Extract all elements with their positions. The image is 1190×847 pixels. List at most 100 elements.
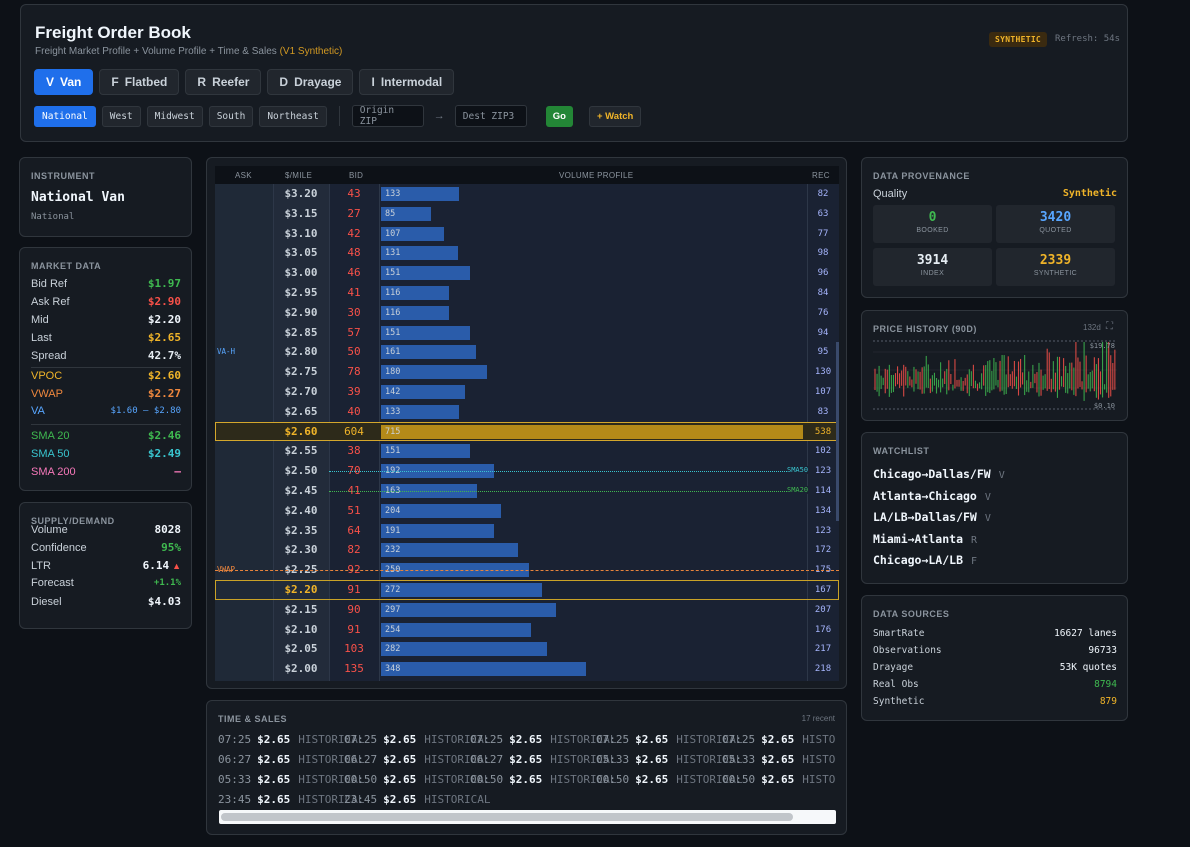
bid-size: 92	[347, 563, 361, 577]
trade-source: HISTORICAL	[424, 753, 491, 766]
book-row[interactable]: $2.25 92 250 175 VWAP	[215, 560, 839, 580]
book-row[interactable]: $3.10 42 107 77	[215, 224, 839, 244]
source-value: 16627 lanes	[1054, 628, 1117, 639]
book-row[interactable]: $2.65 40 133 83	[215, 402, 839, 422]
trade-price: $2.65	[635, 733, 669, 746]
watchlist-item[interactable]: Chicago→Dallas/FW V	[873, 467, 1005, 481]
expand-icon[interactable]: ⛶	[1106, 321, 1113, 332]
rec-value: 84	[817, 288, 829, 298]
dest-zip-input[interactable]: Dest ZIP3	[454, 105, 527, 127]
volume-value: 282	[385, 644, 401, 655]
cell-value: 2339	[1039, 253, 1072, 268]
bid-size: 43	[347, 187, 361, 200]
bid-size: 82	[347, 543, 361, 557]
data-row: Spread 42.7%	[31, 349, 181, 362]
book-row[interactable]: $3.00 46 151 96	[215, 263, 839, 283]
mode-tab-flatbed[interactable]: F Flatbed	[99, 69, 180, 95]
book-row[interactable]: $2.35 64 191 123	[215, 521, 839, 541]
price-level: $2.15	[284, 602, 318, 616]
order-book-ladder[interactable]: ASK $/MILE BID VOLUME PROFILE REC $3.20 4…	[215, 166, 839, 681]
book-row[interactable]: $3.15 27 85 63	[215, 204, 839, 224]
watchlist-item[interactable]: Miami→Atlanta R	[873, 532, 977, 546]
book-row[interactable]: $2.80 50 161 95 VA-H	[215, 342, 839, 362]
source-label: SmartRate	[873, 628, 925, 639]
trade-source: HISTORICAL	[298, 753, 365, 766]
region-tab-west[interactable]: West	[101, 105, 141, 127]
region-tab-midwest[interactable]: Midwest	[146, 105, 203, 127]
source-value: 96733	[1088, 645, 1117, 656]
trade-time: 00:50	[596, 773, 630, 786]
volume-value: 151	[385, 446, 401, 457]
book-row[interactable]: $2.70 39 142 107	[215, 382, 839, 402]
source-row: Synthetic 879	[873, 696, 1117, 707]
volume-bar	[381, 345, 477, 360]
mode-tabs: V Van F Flatbed R Reefer D Drayage I Intermodal	[34, 69, 455, 95]
book-row[interactable]: $2.05 103 282 217	[215, 639, 839, 659]
trade-price: $2.65	[761, 773, 795, 786]
region-tab-national[interactable]: National	[34, 105, 96, 127]
section-title: DATA SOURCES	[873, 609, 950, 619]
region-tab-south[interactable]: South	[208, 105, 254, 127]
book-row[interactable]: $2.30 82 232 172	[215, 540, 839, 560]
add-watch-button[interactable]: + Watch	[589, 105, 642, 127]
mode-tab-drayage[interactable]: D Drayage	[267, 69, 354, 95]
origin-zip-input[interactable]: Origin ZIP	[351, 105, 424, 127]
row-label: Confidence	[31, 541, 87, 554]
instrument-panel: INSTRUMENT National Van National	[19, 157, 192, 237]
bid-size: 135	[344, 662, 364, 676]
vwap-marker: VWAP	[217, 565, 236, 575]
mode-label: Reefer	[212, 75, 250, 89]
book-row[interactable]: $2.60 604 715 538	[215, 421, 839, 442]
watchlist-item[interactable]: Chicago→LA/LB F	[873, 553, 977, 567]
book-row[interactable]: $2.55 38 151 102	[215, 441, 839, 461]
watchlist-item[interactable]: LA/LB→Dallas/FW V	[873, 510, 991, 524]
volume-bar	[381, 662, 587, 677]
book-row[interactable]: $2.15 90 297 207	[215, 600, 839, 620]
book-row[interactable]: $2.85 57 151 94	[215, 323, 839, 343]
refresh-status: Refresh: 54s	[1055, 34, 1121, 44]
book-row[interactable]: $3.05 48 131 98	[215, 243, 839, 263]
sma-line	[329, 471, 799, 473]
source-row: Observations 96733	[873, 645, 1117, 656]
book-row[interactable]: $2.10 91 254 176	[215, 620, 839, 640]
price-level: $2.95	[284, 286, 318, 299]
row-label: Last	[31, 331, 52, 344]
go-button[interactable]: Go	[545, 105, 573, 127]
bid-size: 51	[347, 503, 361, 517]
trade-source: HISTORICAL	[424, 773, 491, 786]
book-row[interactable]: $3.20 43 133 82	[215, 184, 839, 204]
row-label: Spread	[31, 349, 67, 362]
region-tabs: National West Midwest South Northeast	[34, 105, 327, 127]
rec-value: 76	[817, 307, 829, 318]
book-row[interactable]: $2.95 41 116 84	[215, 283, 839, 303]
book-row[interactable]: $2.75 78 180 130	[215, 362, 839, 382]
mode-tab-intermodal[interactable]: I Intermodal	[359, 69, 455, 95]
watchlist-item[interactable]: Atlanta→Chicago V	[873, 489, 991, 503]
book-row[interactable]: $2.45 41 163 114 SMA20	[215, 481, 839, 501]
trade-count: 17 recent	[801, 714, 835, 723]
scrollbar-thumb[interactable]	[221, 813, 793, 821]
row-label: Ask Ref	[31, 295, 70, 308]
quality-value: Synthetic	[1062, 188, 1117, 199]
book-row[interactable]: $2.00 135 348 218	[215, 659, 839, 679]
mode-tab-reefer[interactable]: R Reefer	[185, 69, 262, 95]
region-tab-northeast[interactable]: Northeast	[259, 105, 327, 127]
book-row[interactable]: $2.90 30 116 76	[215, 303, 839, 323]
price-level: $2.40	[284, 503, 318, 517]
price-level: $3.20	[284, 187, 318, 200]
row-label: VWAP	[31, 387, 63, 400]
book-row[interactable]: $2.50 70 192 123 SMA50	[215, 461, 839, 481]
volume-bar	[381, 385, 465, 399]
trade-row: 07:25 $2.65 HISTORICAL	[596, 733, 742, 746]
col-rec: REC	[812, 171, 830, 180]
horizontal-scrollbar[interactable]	[219, 810, 836, 824]
lane-mode: R	[971, 534, 978, 546]
trade-price: $2.65	[257, 793, 291, 806]
book-row[interactable]: $2.20 91 272 167	[215, 580, 839, 600]
row-label: Forecast	[31, 577, 74, 589]
book-row[interactable]: $2.40 51 204 134	[215, 501, 839, 521]
volume-value: 161	[385, 347, 401, 358]
sma-line	[329, 491, 799, 492]
mode-tab-van[interactable]: V Van	[34, 69, 94, 95]
rec-value: 134	[814, 505, 832, 516]
